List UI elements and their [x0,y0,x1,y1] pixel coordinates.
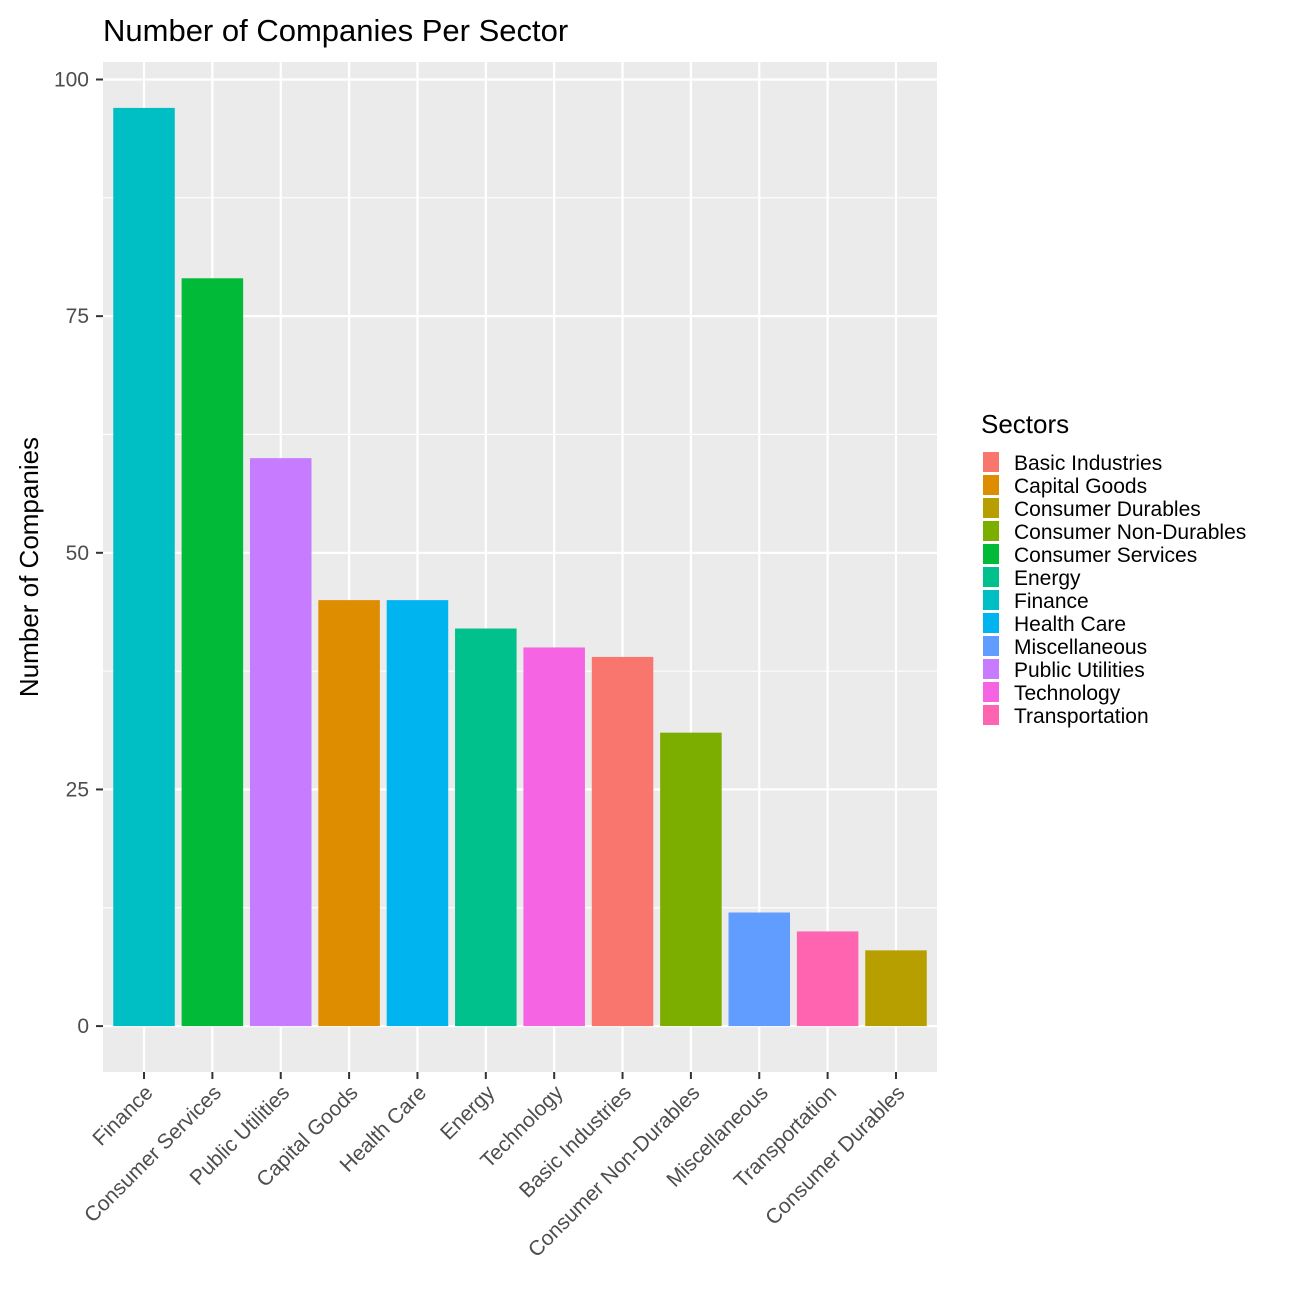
legend-swatch [983,521,999,541]
legend-label: Transportation [1014,705,1149,728]
bar [455,628,517,1027]
bar [386,600,449,1027]
y-axis-label: Number of Companies [14,437,44,697]
bar [249,458,312,1027]
bar [591,656,654,1027]
chart-title: Number of Companies Per Sector [103,13,568,48]
legend-label: Finance [1014,590,1089,613]
legend-swatch [983,475,999,495]
bar [318,600,380,1027]
legend-label: Miscellaneous [1014,636,1147,659]
y-tick-label: 75 [66,305,89,328]
x-tick-label: Energy [436,1081,500,1145]
bar [660,732,722,1027]
y-tick-label: 50 [66,542,89,565]
bar [728,912,791,1027]
legend-swatch [983,567,999,587]
legend-label: Consumer Services [1014,544,1197,567]
legend-label: Health Care [1014,613,1126,636]
bar [796,931,859,1027]
legend-swatch [983,682,999,702]
bar [113,107,175,1027]
legend-label: Technology [1014,682,1121,705]
legend-swatch [983,705,999,725]
legend-swatch [983,452,999,472]
legend-swatch [983,636,999,656]
legend-swatch [983,544,999,564]
legend-swatch [983,659,999,679]
y-tick-label: 0 [77,1015,89,1038]
legend-label: Consumer Non-Durables [1014,521,1246,544]
x-tick-label: Finance [88,1081,157,1150]
legend-swatch [983,498,999,518]
legend-label: Capital Goods [1014,475,1147,498]
legend-label: Energy [1014,567,1081,590]
legend-label: Basic Industries [1014,452,1162,475]
legend-swatch [983,590,999,610]
bars [113,107,927,1027]
legend-label: Consumer Durables [1014,498,1201,521]
bar [865,950,927,1027]
legend-swatch [983,613,999,633]
bar [523,647,585,1027]
bar [181,278,244,1027]
y-tick-label: 25 [66,778,89,801]
legend-label: Public Utilities [1014,659,1145,682]
x-tick-label: Consumer Durables [761,1081,909,1229]
legend-title: Sectors [981,409,1069,439]
y-axis: 0 25 50 75 100 [54,69,103,1038]
y-tick-label: 100 [54,69,89,92]
